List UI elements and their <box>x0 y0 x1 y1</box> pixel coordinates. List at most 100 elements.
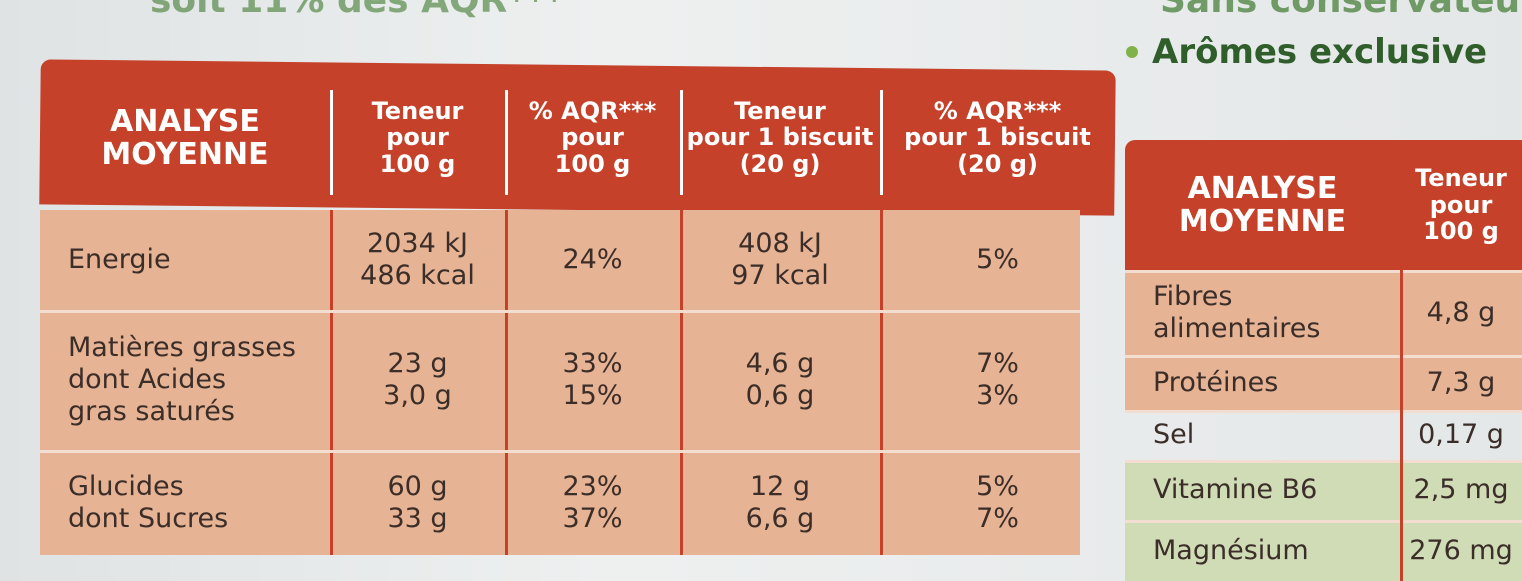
row-band <box>1125 460 1522 520</box>
cell-line: (20 g) <box>957 149 1038 178</box>
cell-line: 4,8 g <box>1426 296 1496 328</box>
cell-line: Teneur <box>734 96 826 125</box>
cell-line: 23 g <box>387 348 448 380</box>
column-divider <box>330 90 333 195</box>
cell-line: 33 g <box>387 502 448 534</box>
table-cell: 2034 kJ 486 kcal <box>330 210 505 310</box>
header-cell: ANALYSE MOYENNE <box>40 65 330 210</box>
cell-line: Matières grasses <box>68 332 296 364</box>
cell-line: 100 g <box>379 149 456 178</box>
cell-line: 3,0 g <box>383 380 452 411</box>
row-band <box>1125 410 1522 460</box>
cell-line: gras saturés <box>68 395 235 427</box>
cell-line: (20 g) <box>739 149 821 178</box>
column-divider <box>680 90 683 195</box>
table-cell: 4,8 g <box>1400 270 1522 355</box>
table-cell: Sel <box>1125 410 1400 460</box>
cell-line: 0,17 g <box>1418 419 1504 451</box>
cell-line: 2034 kJ <box>367 228 468 260</box>
header-cell: % AQR*** pour 100 g <box>505 65 680 210</box>
column-divider <box>330 210 333 555</box>
table-cell: 60 g 33 g <box>330 450 505 555</box>
cell-line: pour 1 biscuit <box>686 123 874 152</box>
cell-line: Glucides <box>68 470 184 502</box>
row-band <box>1125 270 1522 355</box>
cell-line: 2,5 mg <box>1413 474 1509 506</box>
cell-line: ANALYSE <box>110 103 260 139</box>
row-band <box>1125 520 1522 581</box>
table-cell: 0,17 g <box>1400 410 1522 460</box>
cell-line: 100 g <box>1423 217 1499 246</box>
cell-line: Sel <box>1153 419 1195 451</box>
table-cell: 5% 7% <box>880 450 1115 555</box>
cell-line: 3% <box>976 380 1019 411</box>
cell-line: 37% <box>562 502 623 534</box>
header-cell: Teneur pour 100 g <box>1400 140 1522 270</box>
cell-line: pour <box>1429 190 1493 219</box>
cell-line: dont Acides <box>68 364 227 396</box>
column-divider <box>1400 270 1403 581</box>
table-cell: Protéines <box>1125 355 1400 410</box>
table-cell: 24% <box>505 210 680 310</box>
cell-line: MOYENNE <box>101 136 269 172</box>
top-right-text: Arômes exclusive <box>1152 32 1488 72</box>
cell-line: pour 1 biscuit <box>904 123 1091 152</box>
table-cell: Fibres alimentaires <box>1125 270 1400 355</box>
cell-line: 15% <box>562 380 623 411</box>
table-cell: 2,5 mg <box>1400 460 1522 520</box>
column-divider <box>880 90 883 195</box>
cell-line: ANALYSE <box>1187 171 1338 206</box>
cell-line: Teneur <box>371 96 464 125</box>
table-cell: 23 g 3,0 g <box>330 310 505 450</box>
table-cell: 7,3 g <box>1400 355 1522 410</box>
top-left-text: soit 11% des AQR*** <box>150 0 564 21</box>
table-cell: 276 mg <box>1400 520 1522 581</box>
cell-line: Vitamine B6 <box>1153 474 1318 506</box>
table-cell: Vitamine B6 <box>1125 460 1400 520</box>
body-band <box>40 210 1080 555</box>
cell-line: pour <box>386 123 449 152</box>
header-cell: Teneur pour 1 biscuit (20 g) <box>680 65 880 210</box>
bullet <box>1126 46 1138 58</box>
cell-line: 97 kcal <box>731 260 829 291</box>
column-divider <box>880 210 883 555</box>
top-right-text: Sans conservateu <box>1160 0 1521 21</box>
table-cell: Energie <box>40 210 330 310</box>
table-cell: Glucides dont Sucres <box>40 450 330 555</box>
column-divider <box>505 210 508 555</box>
cell-line: 276 mg <box>1409 534 1513 566</box>
cell-line: MOYENNE <box>1178 204 1347 239</box>
table-cell: 408 kJ 97 kcal <box>680 210 880 310</box>
cell-line: Teneur <box>1415 164 1507 193</box>
table-cell: Matières grasses dont Acides gras saturés <box>40 310 330 450</box>
row-divider <box>40 310 1080 313</box>
cell-line: 7,3 g <box>1426 366 1496 398</box>
cell-line: 408 kJ <box>738 228 822 260</box>
header-cell: ANALYSE MOYENNE <box>1125 140 1400 270</box>
cell-line: 6,6 g <box>745 502 815 534</box>
table-cell: 12 g 6,6 g <box>680 450 880 555</box>
header-band <box>1125 140 1522 270</box>
table-cell: 4,6 g 0,6 g <box>680 310 880 450</box>
cell-line: 5% <box>976 470 1019 502</box>
cell-line: 5% <box>976 244 1019 276</box>
cell-line: 24% <box>562 244 623 276</box>
cell-line: 486 kcal <box>360 260 475 291</box>
cell-line: alimentaires <box>1153 312 1321 344</box>
cell-line: Magnésium <box>1153 534 1309 566</box>
cell-line: Energie <box>68 244 171 276</box>
cell-line: dont Sucres <box>68 502 229 534</box>
column-divider <box>680 210 683 555</box>
cell-line: 7% <box>976 348 1019 380</box>
table-cell: 5% <box>880 210 1115 310</box>
cell-line: 23% <box>562 470 623 502</box>
table-cell: 33% 15% <box>505 310 680 450</box>
cell-line: pour <box>561 123 624 152</box>
cell-line: 100 g <box>554 149 631 178</box>
column-divider <box>505 90 508 195</box>
header-cell: % AQR*** pour 1 biscuit (20 g) <box>880 65 1115 210</box>
table-cell: 23% 37% <box>505 450 680 555</box>
